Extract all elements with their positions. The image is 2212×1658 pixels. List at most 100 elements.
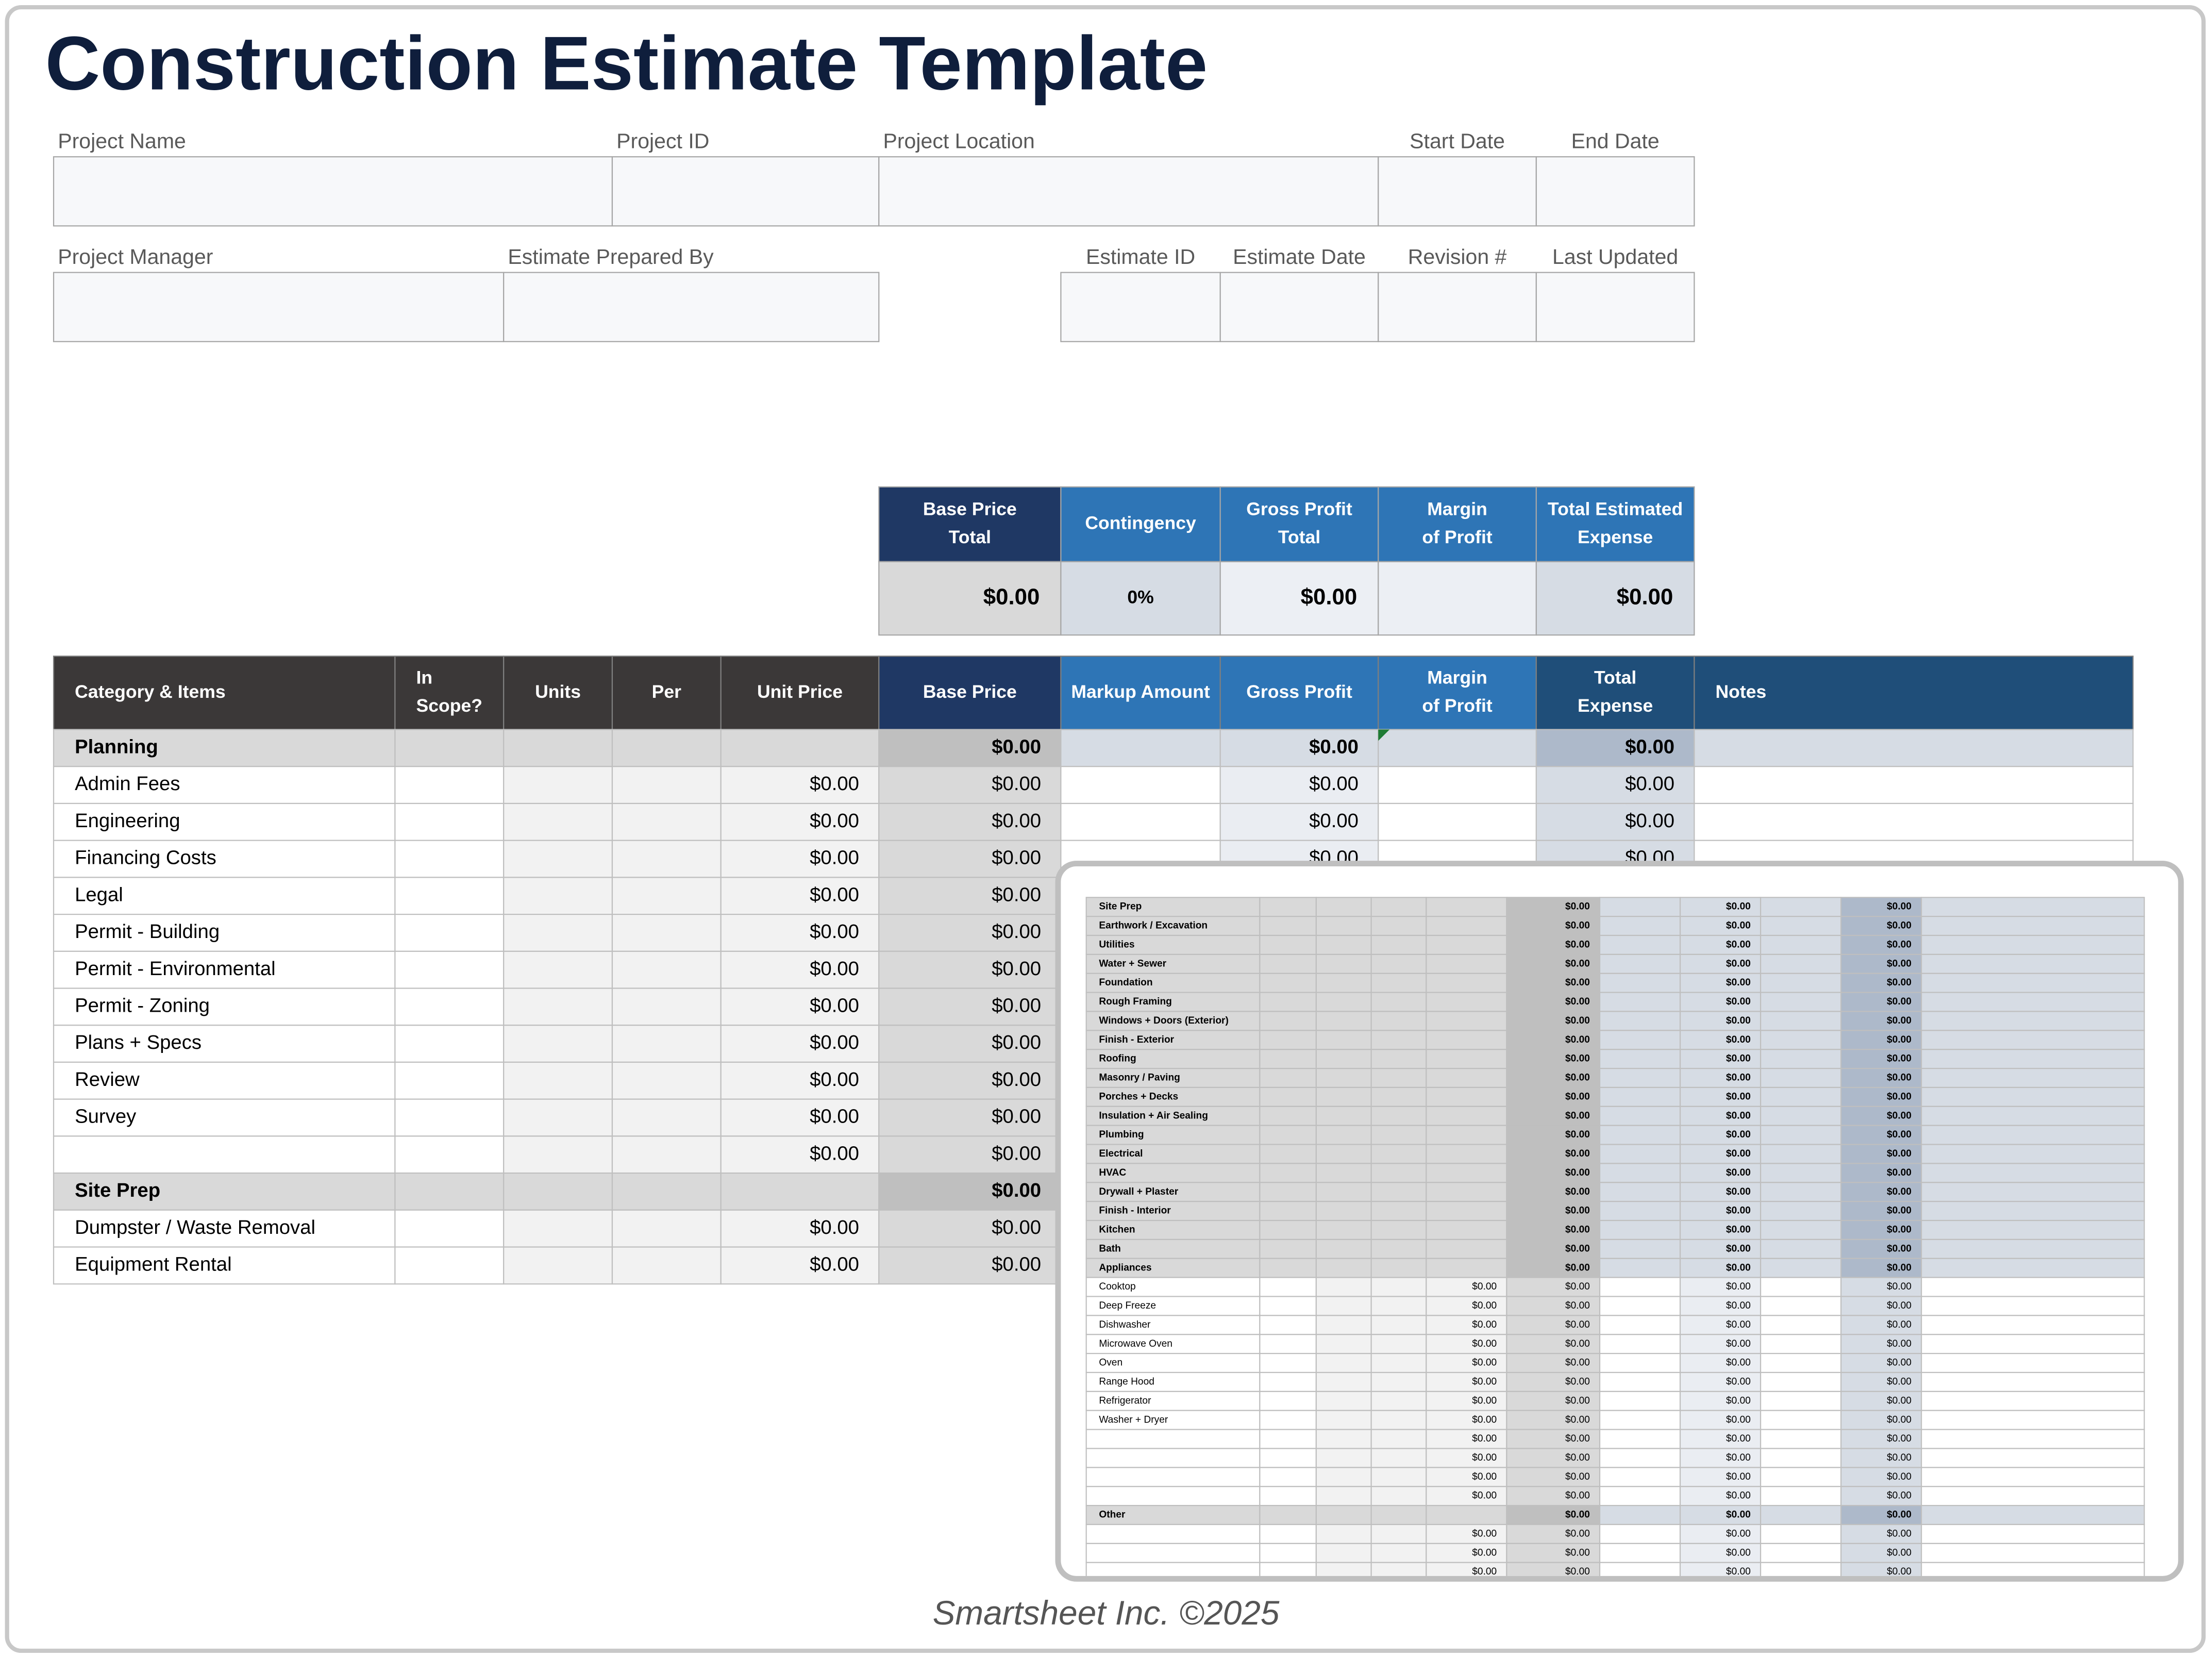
header-cell bbox=[1535, 656, 1695, 730]
cell bbox=[53, 1135, 396, 1174]
cell-value: $0.00 bbox=[1565, 958, 1590, 969]
input-box bbox=[1060, 272, 1221, 342]
cell-value: $0.00 bbox=[1887, 1053, 1912, 1064]
cell bbox=[1426, 1391, 1507, 1411]
cell bbox=[1426, 1011, 1507, 1031]
cell bbox=[611, 1135, 722, 1174]
column-header: In bbox=[416, 667, 432, 688]
cell bbox=[1315, 1030, 1372, 1050]
cell-value: $0.00 bbox=[1726, 1414, 1751, 1425]
row-label: Porches + Decks bbox=[1099, 1091, 1178, 1102]
cell bbox=[1759, 1315, 1842, 1335]
cell bbox=[394, 987, 505, 1026]
cell bbox=[611, 914, 722, 952]
summary-header-cell bbox=[878, 486, 1062, 562]
cell bbox=[1840, 1238, 1922, 1259]
input-box bbox=[878, 156, 1379, 227]
cell bbox=[1506, 1523, 1601, 1544]
cell bbox=[1315, 1334, 1372, 1354]
cell bbox=[1085, 1086, 1261, 1107]
cell bbox=[1921, 1410, 2145, 1430]
row-label: Microwave Oven bbox=[1099, 1338, 1172, 1349]
column-header: Scope? bbox=[416, 695, 482, 716]
cell bbox=[1315, 973, 1372, 993]
cell-value: $0.00 bbox=[1565, 1281, 1590, 1292]
cell bbox=[1085, 1334, 1261, 1354]
cell bbox=[1426, 1125, 1507, 1145]
cell bbox=[878, 1135, 1062, 1174]
summary-header: Gross Profit bbox=[1246, 498, 1352, 519]
cell-value: $0.00 bbox=[1565, 1034, 1590, 1045]
cell-value: $0.00 bbox=[1887, 1225, 1912, 1235]
cell-value: $0.00 bbox=[1887, 1395, 1912, 1406]
cell bbox=[1259, 1011, 1317, 1031]
cell bbox=[1840, 1049, 1922, 1069]
cell-value: $0.00 bbox=[1472, 1281, 1497, 1292]
cell bbox=[720, 840, 880, 878]
cell bbox=[1599, 1353, 1681, 1374]
summary-value-cell bbox=[1219, 561, 1379, 636]
cell bbox=[1679, 1353, 1762, 1374]
cell-value: $0.00 bbox=[810, 847, 859, 869]
cell bbox=[1259, 1334, 1317, 1354]
cell bbox=[1921, 1448, 2145, 1468]
cell-value: $0.00 bbox=[810, 920, 859, 943]
cell bbox=[1426, 953, 1507, 974]
cell bbox=[1085, 1429, 1261, 1449]
cell bbox=[1315, 916, 1372, 936]
inset-panel: Site Prep $0.00 $0.00 $0.00 Earthwork / Exca… bbox=[1055, 861, 2184, 1582]
cell bbox=[1759, 1011, 1842, 1031]
cell bbox=[1921, 1371, 2145, 1392]
cell-value: $0.00 bbox=[1887, 1433, 1912, 1444]
summary-value: $0.00 bbox=[983, 584, 1040, 610]
row-label: Legal bbox=[75, 883, 123, 906]
cell bbox=[1921, 1011, 2145, 1031]
cell bbox=[1506, 1429, 1601, 1449]
cell-value: $0.00 bbox=[1887, 1110, 1912, 1121]
column-header: Margin bbox=[1427, 667, 1487, 688]
cell-value: $0.00 bbox=[1472, 1338, 1497, 1349]
cell bbox=[878, 766, 1062, 805]
summary-value-cell bbox=[878, 561, 1062, 636]
cell-value: $0.00 bbox=[1887, 1167, 1912, 1178]
cell bbox=[1921, 1334, 2145, 1354]
cell bbox=[1599, 897, 1681, 917]
header-cell bbox=[394, 656, 505, 730]
input-box bbox=[1219, 272, 1379, 342]
cell bbox=[503, 802, 613, 841]
cell-value: $0.00 bbox=[1565, 1129, 1590, 1140]
cell bbox=[503, 729, 613, 767]
cell-value: $0.00 bbox=[1472, 1433, 1497, 1444]
cell bbox=[1315, 934, 1372, 955]
cell bbox=[1426, 1106, 1507, 1126]
cell bbox=[1759, 1277, 1842, 1297]
summary-header: Expense bbox=[1578, 527, 1653, 547]
cell bbox=[1370, 1523, 1427, 1544]
cell-value: $0.00 bbox=[1565, 977, 1590, 988]
row-label: Finish - Exterior bbox=[1099, 1034, 1174, 1045]
cell bbox=[1599, 1523, 1681, 1544]
cell bbox=[1370, 992, 1427, 1012]
cell-value: $0.00 bbox=[1887, 939, 1912, 950]
row-label: Windows + Doors (Exterior) bbox=[1099, 1015, 1229, 1026]
cell bbox=[1921, 1182, 2145, 1202]
cell-value: $0.00 bbox=[1309, 736, 1359, 758]
row-label: Site Prep bbox=[1099, 901, 1142, 912]
row-label: Foundation bbox=[1099, 977, 1152, 988]
cell bbox=[1599, 1296, 1681, 1316]
cell bbox=[1426, 973, 1507, 993]
input-box bbox=[1535, 156, 1695, 227]
cell bbox=[1085, 992, 1261, 1012]
cell-value: $0.00 bbox=[1726, 1225, 1751, 1235]
cell bbox=[1259, 1467, 1317, 1487]
cell-value: $0.00 bbox=[1887, 1566, 1912, 1577]
cell bbox=[1370, 1067, 1427, 1088]
cell bbox=[1759, 953, 1842, 974]
cell-value: $0.00 bbox=[1726, 1167, 1751, 1178]
cell bbox=[1921, 1067, 2145, 1088]
cell-value: $0.00 bbox=[810, 883, 859, 906]
row-label: Site Prep bbox=[75, 1179, 160, 1201]
cell bbox=[53, 1025, 396, 1063]
cell bbox=[503, 1061, 613, 1100]
